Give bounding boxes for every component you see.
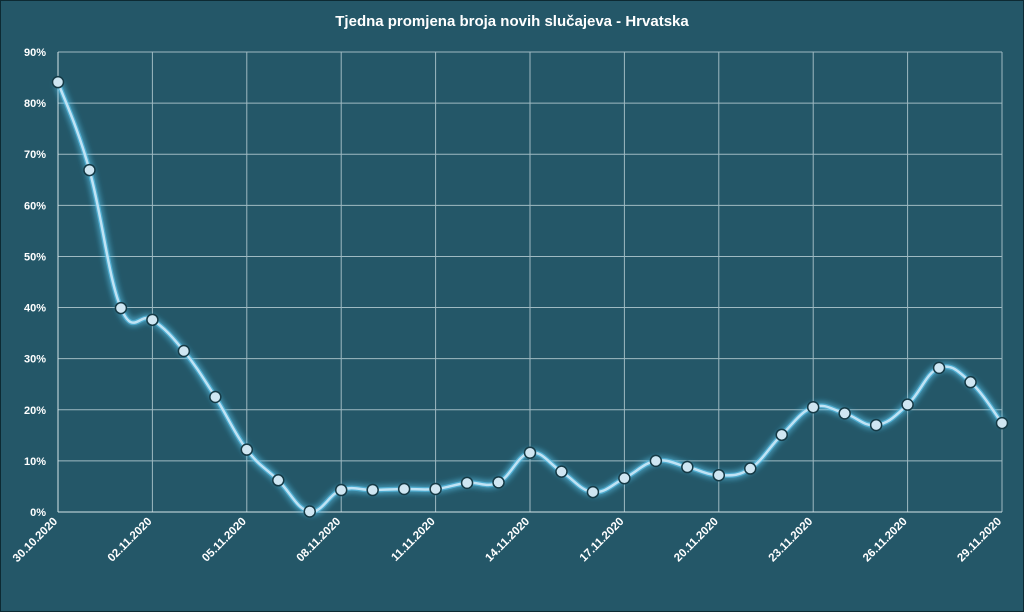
data-point (334, 483, 348, 497)
data-point (272, 474, 285, 487)
data-point (240, 443, 254, 456)
data-point (429, 482, 442, 496)
data-point (775, 428, 788, 442)
x-tick-label: 20.11.2020 (672, 516, 721, 565)
chart-title: Tjedna promjena broja novih slučajeva - … (335, 13, 689, 30)
x-tick-label: 26.11.2020 (861, 516, 910, 565)
data-point (869, 418, 883, 432)
x-tick-label: 11.11.2020 (389, 516, 437, 564)
y-tick-label: 10% (24, 456, 46, 468)
y-tick-label: 80% (24, 98, 46, 110)
data-point (555, 465, 568, 478)
data-point (586, 485, 600, 499)
x-tick-label: 30.10.2020 (11, 516, 60, 565)
data-point (51, 75, 65, 89)
data-point (492, 476, 505, 489)
data-point (806, 400, 820, 414)
data-point (146, 313, 159, 327)
data-point (618, 472, 631, 485)
x-tick-label: 17.11.2020 (578, 516, 627, 565)
data-point (114, 301, 128, 315)
data-point (744, 462, 757, 475)
axes (57, 52, 1002, 513)
y-tick-label: 0% (30, 507, 46, 519)
data-point (681, 460, 694, 474)
x-tick-label: 23.11.2020 (767, 516, 816, 565)
y-tick-label: 20% (24, 405, 46, 417)
x-tick-label: 05.11.2020 (200, 516, 249, 565)
data-point (523, 446, 537, 459)
x-tick-labels: 30.10.2020 02.11.2020 05.11.2020 08.11.2020… (11, 516, 1004, 565)
data-point (209, 390, 222, 404)
data-point (460, 476, 474, 490)
y-tick-labels: 0% 10% 20% 30% 40% 50% 60% 70% 80% 90% (24, 47, 46, 519)
data-point (303, 505, 316, 518)
data-point (901, 398, 914, 411)
data-point (932, 361, 946, 375)
gridlines (57, 51, 1003, 513)
y-tick-label: 30% (24, 354, 46, 366)
y-tick-label: 70% (24, 149, 46, 161)
x-tick-label: 02.11.2020 (106, 516, 155, 565)
y-tick-label: 50% (24, 251, 46, 263)
data-point (712, 468, 726, 482)
y-tick-label: 40% (24, 303, 46, 315)
data-point (397, 482, 411, 496)
y-tick-label: 90% (24, 47, 46, 59)
data-point (964, 375, 977, 389)
data-point-group (51, 75, 1009, 518)
x-tick-label: 08.11.2020 (295, 516, 344, 565)
y-tick-label: 60% (24, 200, 46, 212)
data-point (177, 344, 191, 358)
data-point (366, 483, 379, 497)
data-point (838, 407, 851, 420)
x-tick-label: 29.11.2020 (955, 516, 1004, 565)
data-point (83, 163, 96, 177)
data-point (995, 416, 1009, 430)
x-tick-label: 14.11.2020 (483, 516, 532, 565)
data-point (649, 454, 663, 468)
